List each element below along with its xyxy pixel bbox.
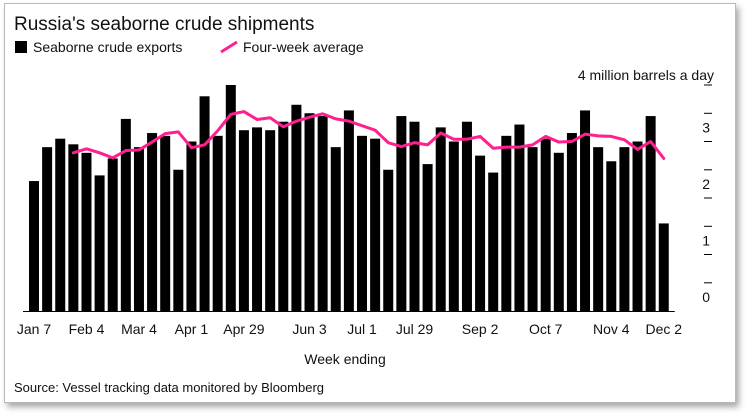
bar	[343, 110, 354, 312]
legend-label-exports: Seaborne crude exports	[33, 39, 182, 55]
bar	[383, 169, 394, 311]
bar	[291, 104, 302, 311]
bars	[29, 85, 669, 312]
four-week-average-line	[71, 110, 666, 160]
x-tick-label: Jan 7	[17, 321, 51, 337]
x-tick-label: Apr 1	[175, 321, 209, 337]
bar	[173, 169, 184, 311]
bar	[527, 147, 538, 311]
bar	[580, 110, 591, 312]
bar	[29, 181, 39, 311]
x-axis-labels: Jan 7 Feb 4 Mar 4 Apr 1 Apr 29 Jun 3 Jul 1 Jul …	[17, 321, 682, 337]
x-tick-label: Oct 7	[529, 321, 563, 337]
bar	[540, 138, 551, 311]
bar	[120, 118, 131, 312]
bar	[160, 135, 171, 311]
x-tick-label: Dec 2	[646, 321, 683, 337]
bar	[593, 147, 604, 311]
chart-svg: Russia's seaborne crude shipments Seabor…	[14, 14, 714, 395]
y-tick-label: 0	[702, 289, 710, 305]
bar	[396, 116, 407, 311]
y-tick-label: 3	[702, 119, 710, 135]
legend-label-average: Four-week average	[243, 39, 364, 55]
bar	[435, 127, 446, 312]
x-tick-label: Jun 3	[292, 321, 326, 337]
bar	[461, 121, 472, 311]
y-tick-label: 2	[702, 176, 710, 192]
y-tick-label: 1	[702, 232, 710, 248]
bar	[658, 223, 669, 311]
bar	[68, 144, 79, 311]
bar	[606, 161, 617, 311]
y-axis-labels: 0 1 2 3	[702, 119, 710, 304]
bar	[94, 175, 105, 311]
y-unit-label: 4 million barrels a day	[578, 67, 714, 83]
legend-bar-swatch	[15, 41, 27, 53]
bar	[265, 130, 276, 311]
bar	[409, 121, 420, 311]
x-tick-label: Apr 29	[223, 321, 264, 337]
bar	[370, 138, 381, 311]
bar	[147, 133, 158, 311]
bar	[553, 152, 564, 311]
x-tick-label: Mar 4	[121, 321, 157, 337]
bar	[212, 135, 223, 311]
bar	[238, 130, 249, 311]
chart-title: Russia's seaborne crude shipments	[14, 14, 314, 35]
bar	[619, 147, 630, 311]
source-note: Source: Vessel tracking data monitored b…	[14, 380, 324, 395]
bar	[317, 116, 328, 311]
bar	[357, 135, 367, 311]
x-tick-label: Sep 2	[462, 321, 499, 337]
y-axis-ticks	[704, 84, 712, 284]
x-tick-label: Jul 1	[347, 321, 377, 337]
bar	[133, 147, 144, 311]
bar	[186, 141, 197, 311]
bar	[304, 113, 315, 311]
bar	[199, 96, 210, 311]
bar	[514, 124, 525, 311]
bar	[475, 155, 486, 312]
legend: Seaborne crude exports Four-week average	[15, 39, 364, 55]
x-axis-title: Week ending	[304, 351, 385, 367]
bar	[252, 127, 263, 312]
bar	[422, 164, 433, 311]
bar	[81, 152, 92, 311]
bar	[632, 141, 643, 311]
bar	[488, 172, 499, 311]
bar	[225, 85, 236, 311]
bar	[278, 121, 289, 311]
bar	[42, 147, 53, 311]
bar	[501, 135, 512, 311]
x-tick-label: Feb 4	[69, 321, 105, 337]
x-tick-label: Jul 29	[396, 321, 434, 337]
legend-line-swatch	[220, 40, 238, 54]
bar	[448, 141, 459, 311]
chart-frame: Russia's seaborne crude shipments Seabor…	[4, 3, 736, 403]
x-tick-label: Nov 4	[593, 321, 630, 337]
bar	[330, 147, 341, 311]
bar	[107, 158, 118, 311]
bar	[645, 116, 656, 311]
bar	[55, 138, 66, 311]
bar	[566, 133, 577, 311]
